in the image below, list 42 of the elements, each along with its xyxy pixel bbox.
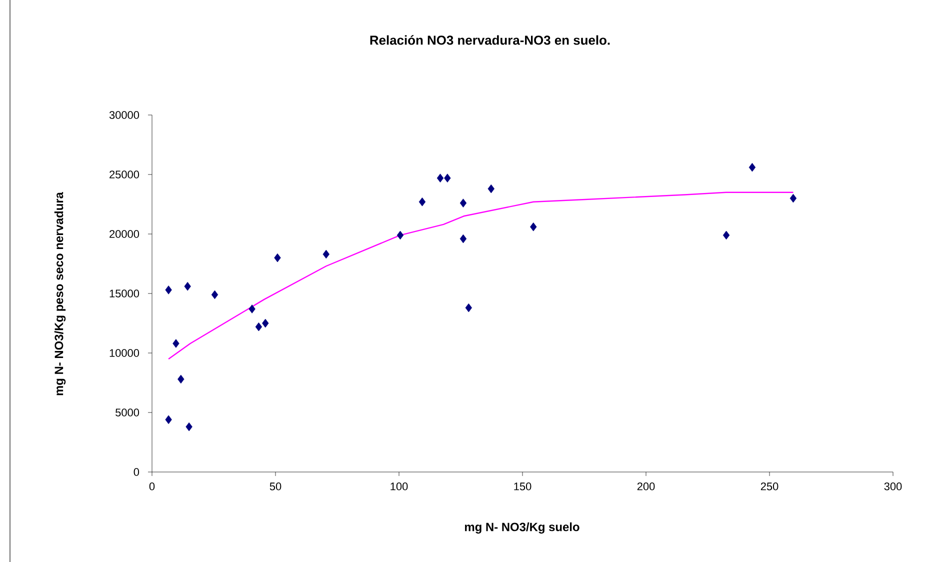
- x-tick-label: 300: [884, 482, 902, 490]
- point: [262, 318, 269, 328]
- point: [418, 197, 426, 206]
- point: [186, 422, 192, 432]
- point: [722, 230, 730, 240]
- point: [184, 282, 191, 291]
- line-series: [168, 192, 794, 360]
- point: [444, 174, 451, 182]
- x-tick-label: 200: [637, 482, 655, 490]
- point: [248, 304, 256, 314]
- y-tick-label: 30000: [109, 111, 140, 119]
- point: [530, 222, 537, 232]
- point: [460, 198, 467, 208]
- y-tick-label: 5000: [116, 408, 140, 416]
- y-tick-label: 20000: [110, 230, 140, 238]
- point: [488, 184, 494, 194]
- point: [436, 174, 444, 182]
- x-tick-label: 100: [390, 482, 408, 490]
- point: [322, 250, 330, 259]
- chart-title: Relación NO3 nervadura-NO3 en suelo.: [370, 35, 610, 45]
- point: [255, 322, 262, 332]
- x-axis-title: mg N- NO3/Kg suelo: [465, 522, 580, 534]
- point: [748, 162, 756, 172]
- y-tick-label: 15000: [110, 290, 140, 298]
- x-tick-label: 50: [270, 482, 282, 490]
- y-axis-title: mg N- NO3/Kg peso seco nervadura: [54, 192, 66, 396]
- point: [165, 415, 172, 424]
- y-tick-label: 0: [134, 468, 140, 476]
- point: [274, 253, 281, 262]
- point: [165, 286, 172, 294]
- y-tick-label: 10000: [110, 349, 140, 357]
- x-tick-label: 250: [760, 482, 778, 490]
- point: [178, 374, 184, 384]
- x-tick-label: 150: [514, 482, 532, 490]
- point: [465, 303, 472, 312]
- point: [460, 234, 467, 244]
- point: [396, 230, 404, 240]
- y-tick-label: 25000: [110, 170, 140, 178]
- point: [790, 194, 797, 203]
- point: [172, 339, 180, 348]
- point: [211, 290, 218, 300]
- x-tick-label: 0: [149, 482, 155, 490]
